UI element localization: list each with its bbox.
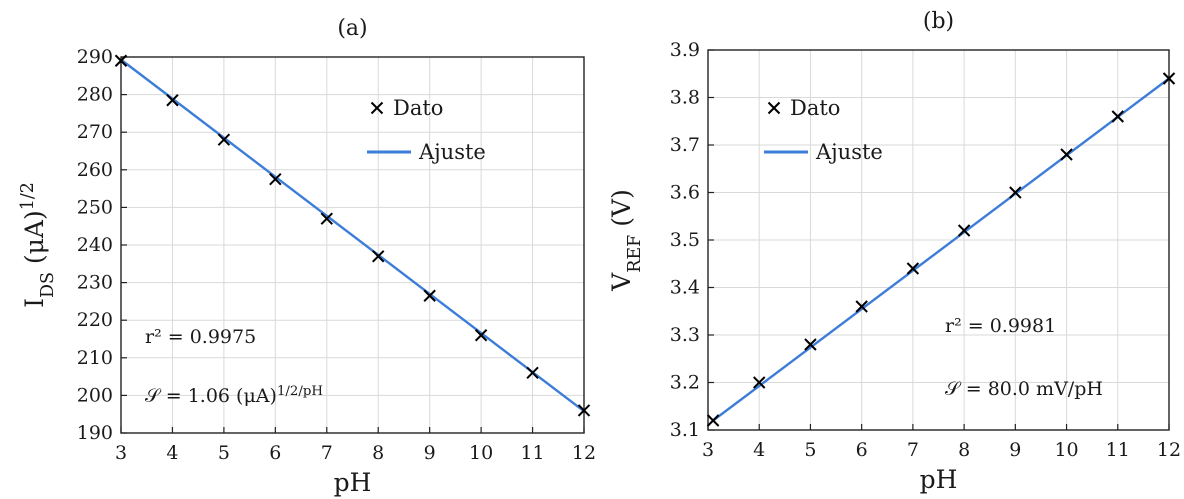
- y-tick-label: 250: [77, 196, 113, 218]
- y-tick-label: 230: [77, 272, 113, 294]
- x-tick-label: 4: [753, 439, 765, 461]
- data-point-marker: [855, 300, 868, 313]
- legend-label-ajuste: Ajuste: [815, 140, 883, 164]
- legend-marker-dato: [370, 101, 384, 115]
- x-tick-label: 3: [115, 442, 127, 464]
- data-point-marker: [526, 366, 539, 380]
- x-tick-label: 5: [218, 442, 230, 464]
- y-tick-label: 3.5: [670, 229, 700, 251]
- data-point-marker: [474, 329, 488, 342]
- y-tick-label: 270: [77, 121, 113, 143]
- y-tick-label: 3.7: [670, 134, 700, 156]
- chart-b-legend: Dato Ajuste: [764, 96, 883, 164]
- chart-b-r2-annotation: r² = 0.9981: [945, 315, 1056, 337]
- chart-a-r2-annotation: r² = 0.9975: [145, 326, 256, 348]
- data-point-marker: [1060, 148, 1073, 161]
- legend-label-dato: Dato: [393, 96, 443, 120]
- legend-marker-dato: [767, 101, 781, 115]
- x-tick-label: 12: [572, 442, 596, 464]
- chart-a-y-ticks: 190 200 210 220 230 240 250 260 270 280 290: [77, 46, 127, 444]
- x-tick-label: 4: [166, 442, 178, 464]
- y-tick-label: 200: [77, 384, 113, 406]
- chart-b-series: [706, 72, 1176, 427]
- fit-line: [120, 58, 585, 413]
- chart-b-y-ticks: 3.1 3.2 3.3 3.4 3.5 3.6 3.7 3.8 3.9: [670, 39, 714, 441]
- x-tick-label: 7: [907, 439, 919, 461]
- data-point-marker: [269, 172, 282, 186]
- y-tick-label: 290: [77, 46, 113, 68]
- y-tick-label: 3.1: [670, 419, 700, 441]
- x-tick-label: 6: [856, 439, 868, 461]
- y-tick-label: 3.3: [670, 324, 700, 346]
- chart-b-x-ticks: 3 4 5 6 7 8 9 10 11 12: [702, 424, 1181, 461]
- y-tick-label: 3.4: [670, 277, 700, 299]
- chart-a-legend: Dato Ajuste: [367, 96, 486, 164]
- chart-a: 190 200 210 220 230 240 250 260 270 280 290 3 4 5 6 7 8…: [18, 16, 596, 497]
- data-point-marker: [1009, 186, 1022, 199]
- chart-b: 3.1 3.2 3.3 3.4 3.5 3.6 3.7 3.8 3.9 3 4 5 6 7 8 9 10 11 1…: [607, 9, 1181, 494]
- chart-a-y-axis-label: IDS (μA)1/2: [18, 182, 58, 308]
- chart-a-sensitivity-annotation: 𝒮 = 1.06 (μA)1/2/pH: [145, 384, 323, 408]
- data-point-marker: [166, 94, 179, 107]
- x-tick-label: 8: [958, 439, 970, 461]
- legend-label-dato: Dato: [790, 96, 840, 120]
- chart-b-x-axis-label: pH: [920, 465, 958, 494]
- x-tick-label: 3: [702, 439, 714, 461]
- x-tick-label: 11: [1106, 439, 1130, 461]
- x-tick-label: 8: [372, 442, 384, 464]
- chart-b-sensitivity-annotation: 𝒮 = 80.0 mV/pH: [945, 378, 1103, 400]
- x-tick-label: 5: [804, 439, 816, 461]
- data-point-marker: [804, 338, 817, 351]
- chart-b-y-axis-label: VREF (V): [607, 189, 645, 292]
- data-point-marker: [423, 289, 436, 302]
- chart-a-x-ticks: 3 4 5 6 7 8 9 10 11 12: [115, 427, 596, 464]
- chart-a-title: (a): [337, 16, 367, 41]
- x-tick-label: 10: [1054, 439, 1078, 461]
- chart-a-series: [114, 54, 591, 417]
- x-tick-label: 9: [424, 442, 436, 464]
- y-tick-label: 280: [77, 84, 113, 106]
- x-tick-label: 6: [269, 442, 281, 464]
- y-tick-label: 220: [77, 309, 113, 331]
- fit-line: [712, 77, 1170, 422]
- chart-b-title: (b): [923, 9, 954, 34]
- y-tick-label: 3.8: [670, 87, 700, 109]
- y-tick-label: 190: [77, 422, 113, 444]
- x-tick-label: 12: [1157, 439, 1181, 461]
- legend-label-ajuste: Ajuste: [418, 140, 486, 164]
- data-point-marker: [217, 133, 231, 146]
- data-point-marker: [577, 404, 591, 417]
- chart-a-x-axis-label: pH: [334, 468, 372, 497]
- data-point-marker: [753, 376, 766, 389]
- x-tick-label: 10: [469, 442, 493, 464]
- x-tick-label: 9: [1009, 439, 1021, 461]
- data-point-marker: [1111, 110, 1124, 123]
- data-point-marker: [906, 262, 920, 275]
- data-point-marker: [706, 414, 720, 427]
- x-tick-label: 7: [321, 442, 333, 464]
- data-point-marker: [114, 54, 128, 67]
- data-point-marker: [957, 224, 971, 237]
- y-tick-label: 260: [77, 159, 113, 181]
- data-point-marker: [1162, 72, 1176, 85]
- y-tick-label: 210: [77, 347, 113, 369]
- x-tick-label: 11: [520, 442, 544, 464]
- y-tick-label: 3.6: [670, 182, 700, 204]
- data-point-marker: [320, 212, 333, 225]
- data-point-marker: [372, 250, 385, 263]
- y-tick-label: 3.9: [670, 39, 700, 61]
- y-tick-label: 3.2: [670, 372, 700, 394]
- y-tick-label: 240: [77, 234, 113, 256]
